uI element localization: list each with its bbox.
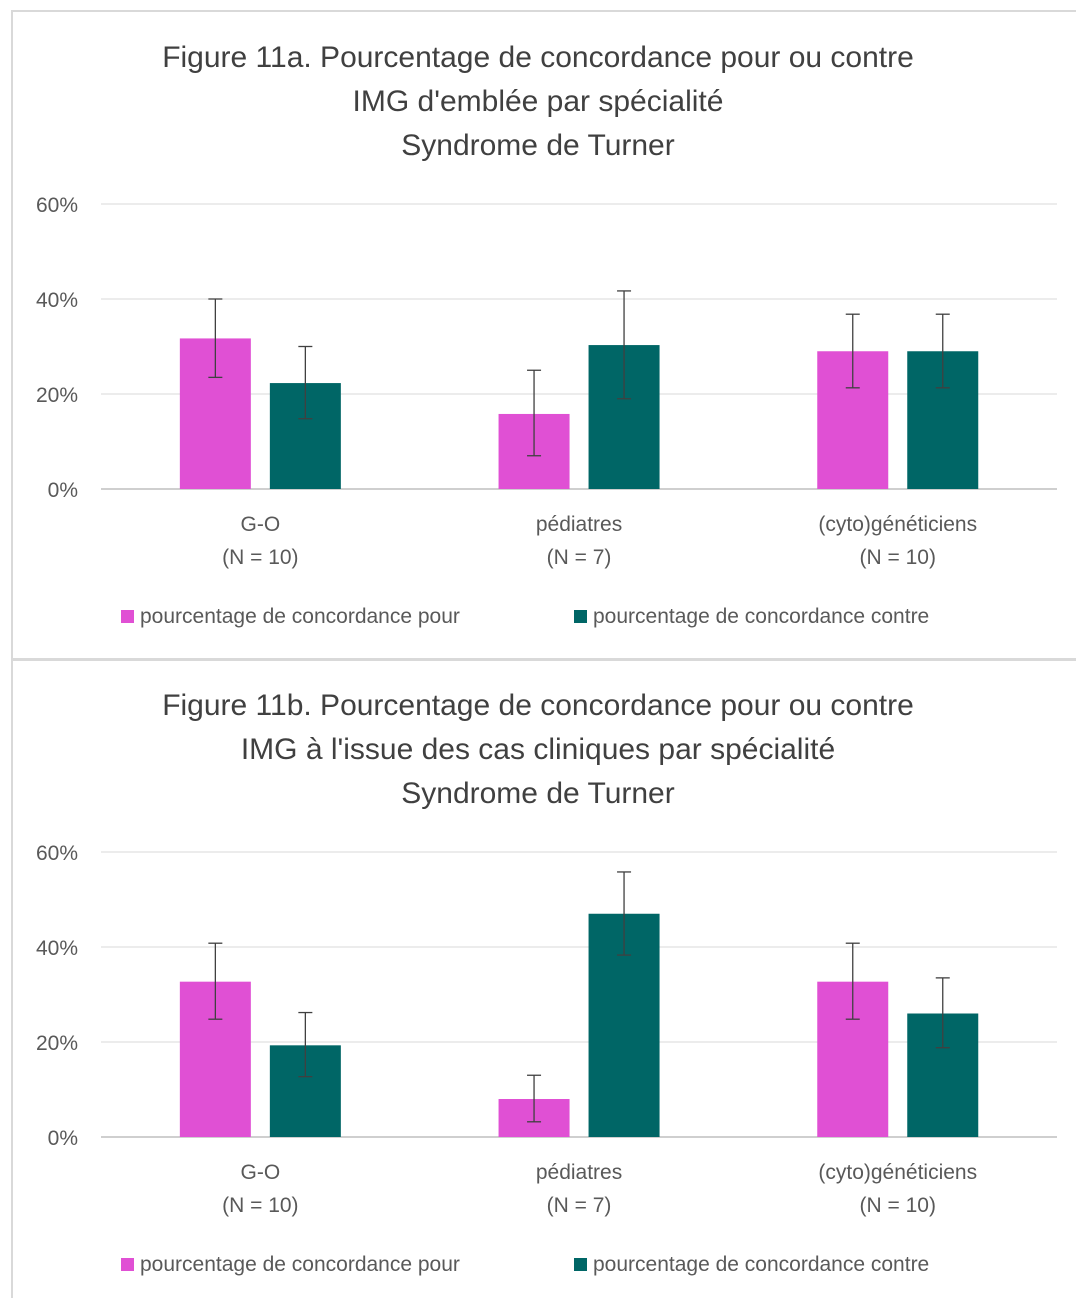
x-tick-label: pédiatres bbox=[536, 513, 622, 536]
chart-title: Figure 11a. Pourcentage de concordance p… bbox=[0, 36, 1076, 168]
y-tick-label: 20% bbox=[36, 1032, 78, 1055]
y-tick-label: 0% bbox=[48, 479, 78, 502]
y-tick-label: 60% bbox=[36, 842, 78, 865]
y-tick-label: 60% bbox=[36, 194, 78, 217]
x-tick-sublabel: (N = 7) bbox=[547, 546, 612, 569]
y-tick-label: 40% bbox=[36, 289, 78, 312]
chart-title-line-2: IMG d'emblée par spécialité bbox=[352, 85, 724, 118]
chart-panel-11b bbox=[11, 658, 1076, 1298]
x-tick-label: G-O bbox=[241, 513, 281, 536]
chart-panel-11a bbox=[11, 10, 1076, 658]
legend-swatch bbox=[121, 610, 134, 623]
legend-swatch bbox=[574, 610, 587, 623]
x-tick-sublabel: (N = 10) bbox=[860, 546, 936, 569]
chart-title-line-3: Syndrome de Turner bbox=[401, 777, 675, 810]
chart-plot-11a: 0% 20% 40% 60% G-O (N = 10) pédiatres (N = 7) (c… bbox=[36, 194, 1057, 628]
legend-label: pourcentage de concordance contre bbox=[593, 605, 929, 628]
x-tick-sublabel: (N = 10) bbox=[222, 546, 298, 569]
x-tick-label: (cyto)généticiens bbox=[818, 1161, 977, 1184]
chart-title-line-1: Figure 11a. Pourcentage de concordance p… bbox=[162, 41, 914, 74]
chart-11a: Figure 11a. Pourcentage de concordance p… bbox=[0, 36, 1076, 628]
y-tick-label: 40% bbox=[36, 937, 78, 960]
y-tick-label: 20% bbox=[36, 384, 78, 407]
x-tick-sublabel: (N = 7) bbox=[547, 1194, 612, 1217]
chart-title-line-1: Figure 11b. Pourcentage de concordance p… bbox=[162, 689, 914, 722]
legend-swatch bbox=[121, 1258, 134, 1271]
x-tick-label: (cyto)généticiens bbox=[818, 513, 977, 536]
chart-11b: Figure 11b. Pourcentage de concordance p… bbox=[0, 648, 1076, 1298]
x-tick-label: G-O bbox=[241, 1161, 281, 1184]
legend-label: pourcentage de concordance contre bbox=[593, 1253, 929, 1276]
legend-label: pourcentage de concordance pour bbox=[140, 605, 460, 628]
x-tick-sublabel: (N = 10) bbox=[222, 1194, 298, 1217]
x-tick-sublabel: (N = 10) bbox=[860, 1194, 936, 1217]
legend-swatch bbox=[574, 1258, 587, 1271]
x-tick-label: pédiatres bbox=[536, 1161, 622, 1184]
chart-title-line-2: IMG à l'issue des cas cliniques par spéc… bbox=[240, 733, 836, 766]
chart-title-line-3: Syndrome de Turner bbox=[401, 129, 675, 162]
chart-title: Figure 11b. Pourcentage de concordance p… bbox=[0, 684, 1076, 816]
chart-plot-11b: 0% 20% 40% 60% G-O (N = 10) pédiatres (N = 7) (c… bbox=[36, 842, 1057, 1276]
y-tick-label: 0% bbox=[48, 1127, 78, 1150]
legend-label: pourcentage de concordance pour bbox=[140, 1253, 460, 1276]
